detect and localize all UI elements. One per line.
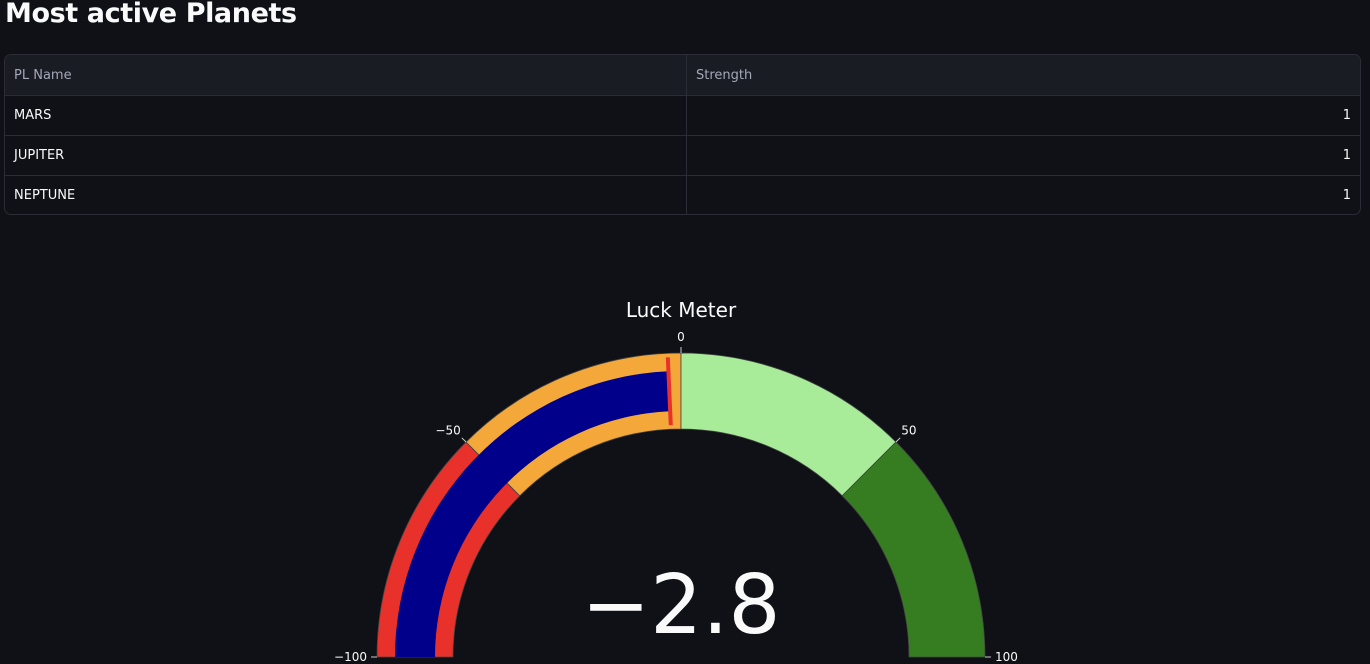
gauge-threshold-marker bbox=[665, 357, 673, 426]
planets-grid: PL Name Strength MARS 1 JUPITER 1 NEPTUN… bbox=[5, 55, 1360, 214]
cell-pl-name[interactable]: JUPITER bbox=[5, 135, 687, 176]
gauge-tick-label: −50 bbox=[435, 424, 460, 438]
gauge-ticks: −100 −50 0 50 100 bbox=[334, 330, 1018, 664]
cell-pl-name[interactable]: MARS bbox=[5, 95, 687, 136]
page-title: Most active Planets bbox=[5, 0, 297, 29]
gauge-tick-mark bbox=[461, 437, 467, 443]
gauge-tick-label: 50 bbox=[901, 424, 916, 438]
gauge-tick-label: 100 bbox=[995, 650, 1018, 664]
column-header-strength[interactable]: Strength bbox=[686, 55, 1360, 96]
luck-meter-gauge: Luck Meter −100 −50 0 50 100 −2.8 bbox=[334, 298, 1018, 664]
table-header-row: PL Name Strength bbox=[5, 55, 1360, 96]
cell-pl-name[interactable]: NEPTUNE bbox=[5, 175, 687, 214]
gauge-tick-mark bbox=[895, 437, 901, 443]
cell-strength[interactable]: 1 bbox=[686, 95, 1360, 136]
gauge-tick-label: 0 bbox=[677, 330, 685, 344]
table-row[interactable]: JUPITER 1 bbox=[5, 135, 1360, 176]
gauge-value-fill bbox=[395, 371, 671, 657]
gauge-value: −2.8 bbox=[581, 558, 780, 653]
gauge-tick-label: −100 bbox=[334, 650, 367, 664]
cell-strength[interactable]: 1 bbox=[686, 135, 1360, 176]
table-row[interactable]: NEPTUNE 1 bbox=[5, 175, 1360, 214]
gauge-step-band bbox=[841, 441, 986, 658]
planets-table[interactable]: PL Name Strength MARS 1 JUPITER 1 NEPTUN… bbox=[4, 54, 1361, 215]
gauge-value-bar bbox=[395, 371, 671, 657]
threshold-line bbox=[665, 357, 673, 426]
gauge-title: Luck Meter bbox=[626, 298, 737, 322]
table-row[interactable]: MARS 1 bbox=[5, 95, 1360, 136]
column-header-pl-name[interactable]: PL Name bbox=[5, 55, 687, 96]
cell-strength[interactable]: 1 bbox=[1342, 188, 1351, 203]
